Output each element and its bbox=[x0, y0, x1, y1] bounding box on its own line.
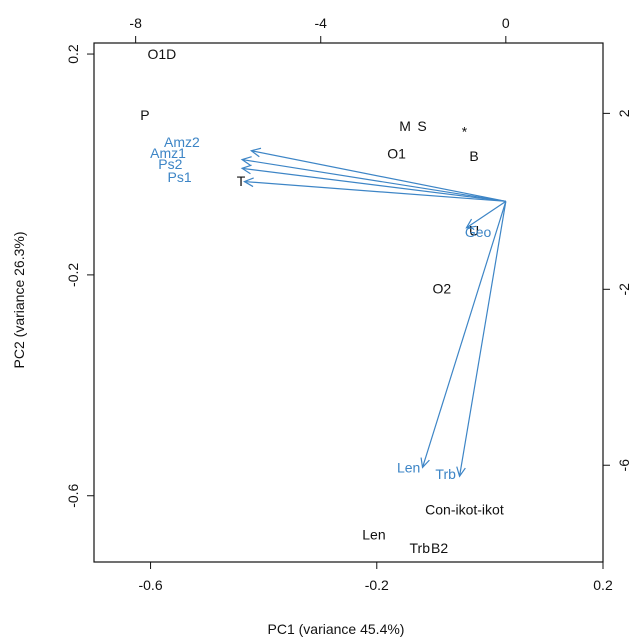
variable-arrow bbox=[240, 164, 506, 202]
arrow-head bbox=[456, 466, 466, 478]
x-tick-label: -0.6 bbox=[138, 577, 162, 593]
arrow-head bbox=[240, 164, 252, 175]
observation-label: O1D bbox=[147, 46, 176, 62]
x-tick-label: -0.2 bbox=[365, 577, 389, 593]
variable-arrows bbox=[240, 147, 507, 478]
arrow-shaft bbox=[251, 150, 506, 202]
variable-arrow bbox=[465, 200, 507, 229]
observation-label: S bbox=[417, 118, 426, 134]
variable-label: Amz1 bbox=[150, 145, 186, 161]
axis-ticks: -0.6 -0.2 0.2 0.2 -0.2 -0.6 -8 -4 0 2 -2 -6 bbox=[65, 15, 632, 593]
arrow-head bbox=[240, 156, 252, 166]
variable-arrow bbox=[240, 156, 506, 202]
plot-frame bbox=[93, 42, 604, 563]
y-axis-title: PC2 (variance 26.3%) bbox=[11, 232, 27, 369]
observation-label: O2 bbox=[432, 281, 451, 297]
variable-arrow bbox=[456, 201, 507, 478]
y-tick-label: 0.2 bbox=[65, 44, 81, 64]
variable-label: Amz2 bbox=[164, 134, 200, 150]
observation-label: B bbox=[469, 148, 478, 164]
arrow-shaft bbox=[244, 180, 506, 202]
variable-label: Ps1 bbox=[168, 169, 192, 185]
observation-label: O1 bbox=[387, 145, 406, 161]
variable-label: Len bbox=[397, 459, 420, 475]
top-tick-label: -8 bbox=[129, 15, 142, 31]
variable-label: Trb bbox=[435, 466, 456, 482]
observation-label: M bbox=[399, 118, 411, 134]
observation-label: U bbox=[469, 223, 479, 239]
observation-label: * bbox=[462, 123, 468, 139]
arrow-head bbox=[249, 147, 262, 158]
top-tick-label: 0 bbox=[502, 15, 510, 31]
y-tick-label: -0.6 bbox=[65, 483, 81, 507]
arrow-shaft bbox=[466, 200, 507, 229]
arrow-head bbox=[243, 177, 254, 188]
observation-label: Trb bbox=[410, 540, 431, 556]
observation-label: Len bbox=[362, 526, 385, 542]
arrow-shaft bbox=[241, 158, 506, 202]
observation-label: Con-ikot-ikot bbox=[425, 502, 504, 518]
arrow-shaft bbox=[458, 201, 507, 477]
x-tick-label: 0.2 bbox=[593, 577, 613, 593]
arrow-shaft bbox=[241, 167, 506, 202]
y-tick-label: -0.2 bbox=[65, 263, 81, 287]
top-tick-label: -4 bbox=[315, 15, 328, 31]
observation-label: B2 bbox=[431, 540, 448, 556]
variable-label: Geo bbox=[465, 224, 492, 240]
right-tick-label: -2 bbox=[616, 283, 632, 296]
x-axis-title: PC1 (variance 45.4%) bbox=[268, 621, 405, 637]
arrow-shaft bbox=[421, 201, 507, 468]
arrow-head bbox=[465, 218, 477, 229]
observation-label: T bbox=[237, 173, 246, 189]
variable-arrow bbox=[420, 201, 507, 469]
right-tick-label: 2 bbox=[616, 109, 632, 117]
observation-label: P bbox=[140, 107, 149, 123]
variable-arrow bbox=[249, 147, 506, 202]
arrow-head bbox=[420, 457, 430, 469]
variable-arrow bbox=[243, 177, 506, 202]
right-tick-label: -6 bbox=[616, 459, 632, 472]
variable-label: Ps2 bbox=[158, 156, 182, 172]
